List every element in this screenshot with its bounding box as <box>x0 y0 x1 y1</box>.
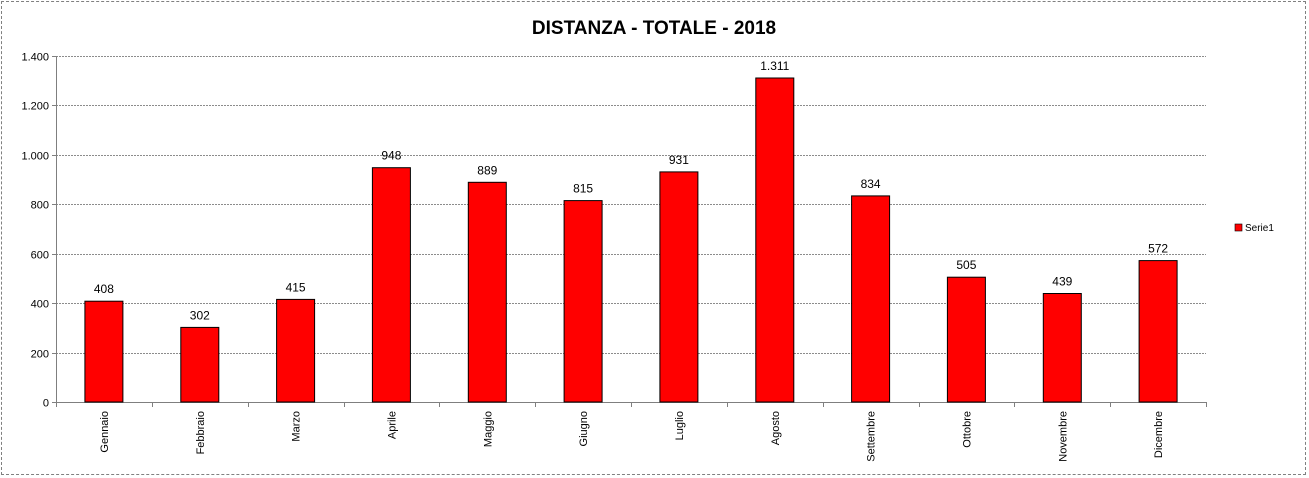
bars <box>84 77 1178 403</box>
data-label: 834 <box>861 177 881 191</box>
bar-giugno <box>563 200 603 403</box>
bar-ottobre <box>946 276 986 403</box>
x-tick-label: Dicembre <box>1153 411 1165 458</box>
y-axis-ticks: 0 200 400 600 800 1.000 1.200 1.400 <box>21 52 49 410</box>
bar-luglio <box>659 171 699 403</box>
data-label: 948 <box>381 149 401 163</box>
legend-swatch <box>1234 223 1243 232</box>
data-label: 572 <box>1148 242 1168 256</box>
y-tick-label: 1.000 <box>21 151 49 163</box>
y-tick-label: 600 <box>31 250 49 262</box>
x-tick-label: Ottobre <box>961 411 973 448</box>
bar-dicembre <box>1138 260 1178 403</box>
x-tick-label: Marzo <box>291 411 303 442</box>
bar-marzo <box>276 298 316 403</box>
x-tick-label: Aprile <box>386 411 398 439</box>
y-tick-label: 1.200 <box>21 101 49 113</box>
bar-aprile <box>371 167 411 403</box>
x-tick-label: Giugno <box>578 411 590 446</box>
x-tick-label: Febbraio <box>195 411 207 454</box>
chart-title: DISTANZA - TOTALE - 2018 <box>532 18 776 39</box>
bar-novembre <box>1042 293 1082 403</box>
data-labels: 408 302 415 948 889 815 931 1.311 834 505 439 572 <box>94 59 1169 322</box>
legend-label-serie1: Serie1 <box>1245 223 1274 234</box>
x-tick-label: Agosto <box>770 411 782 445</box>
bar-settembre <box>851 195 891 403</box>
x-tick-label: Maggio <box>482 411 494 447</box>
data-label: 1.311 <box>760 59 789 73</box>
data-label: 408 <box>94 282 114 296</box>
bar-maggio <box>467 181 507 403</box>
data-label: 302 <box>190 308 210 322</box>
bar-gennaio <box>84 300 124 403</box>
gridlines <box>56 56 1206 354</box>
x-tick-label: Settembre <box>866 411 878 462</box>
axes <box>52 56 1207 407</box>
y-tick-label: 1.400 <box>21 52 49 64</box>
x-axis-ticks: Gennaio Febbraio Marzo Aprile Maggio Giugno Lu… <box>99 411 1165 462</box>
bar-febbraio <box>180 326 220 403</box>
x-tick-label: Luglio <box>674 411 686 440</box>
x-tick-label: Gennaio <box>99 411 111 453</box>
data-label: 505 <box>956 258 976 272</box>
y-tick-label: 800 <box>31 200 49 212</box>
y-tick-label: 400 <box>31 299 49 311</box>
legend: Serie1 <box>1234 223 1274 234</box>
data-label: 889 <box>477 163 497 177</box>
data-label: 415 <box>286 280 306 294</box>
data-label: 931 <box>669 153 689 167</box>
data-label: 815 <box>573 182 593 196</box>
y-tick-label: 200 <box>31 349 49 361</box>
bar-agosto <box>755 77 795 403</box>
x-tick-label: Novembre <box>1057 411 1069 462</box>
data-label: 439 <box>1052 275 1072 289</box>
y-tick-label: 0 <box>43 398 49 410</box>
